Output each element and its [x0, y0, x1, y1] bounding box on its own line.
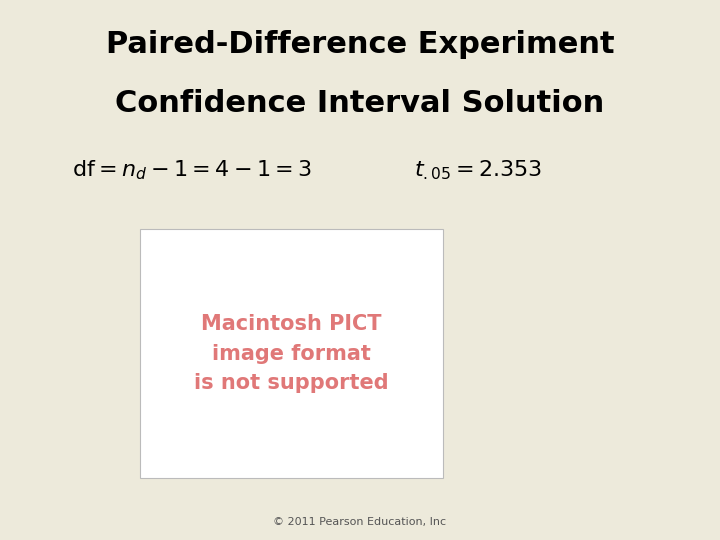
FancyBboxPatch shape — [140, 230, 443, 478]
Text: © 2011 Pearson Education, Inc: © 2011 Pearson Education, Inc — [274, 516, 446, 526]
Text: Paired-Difference Experiment: Paired-Difference Experiment — [106, 30, 614, 59]
Text: Confidence Interval Solution: Confidence Interval Solution — [115, 89, 605, 118]
Text: $\mathrm{df} = n_d - 1 = 4 - 1 = 3$: $\mathrm{df} = n_d - 1 = 4 - 1 = 3$ — [72, 158, 312, 182]
Text: $t_{.05} = 2.353$: $t_{.05} = 2.353$ — [414, 158, 542, 182]
Text: Macintosh PICT
image format
is not supported: Macintosh PICT image format is not suppo… — [194, 314, 389, 393]
